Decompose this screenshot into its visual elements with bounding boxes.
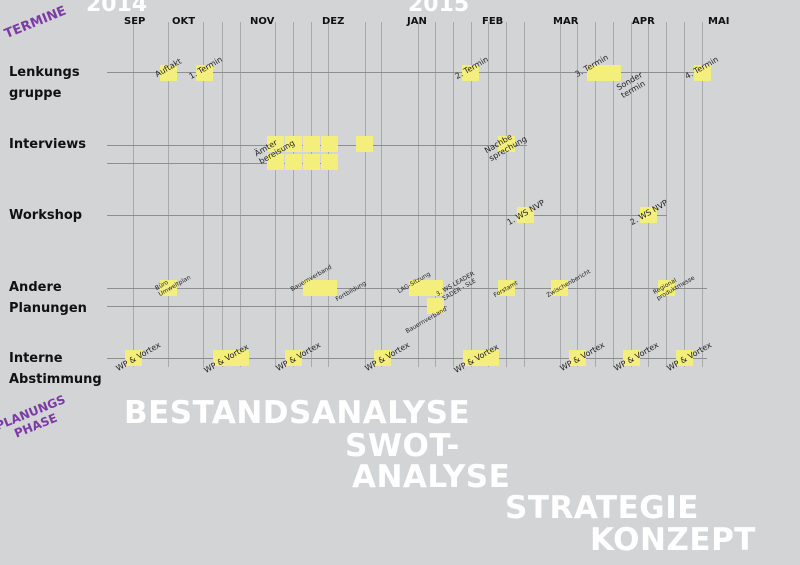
note (321, 136, 338, 152)
month-mar: MAR (553, 16, 579, 27)
gridline (648, 22, 649, 367)
gridline (684, 22, 685, 367)
note (303, 154, 320, 170)
gridline (203, 22, 204, 367)
note (623, 350, 640, 366)
gridline (168, 22, 169, 367)
gridline (577, 22, 578, 367)
phase-bestandsanalyse: BESTANDSANALYSE (124, 395, 471, 431)
gridline (293, 22, 294, 367)
note (463, 350, 499, 366)
note (196, 65, 213, 81)
month-sep: SEP (124, 16, 146, 27)
note (658, 280, 675, 296)
gridline (631, 22, 632, 367)
gridline (365, 22, 366, 367)
row-line (107, 358, 707, 359)
gridline (560, 22, 561, 367)
note (640, 207, 657, 223)
gridline (702, 22, 703, 367)
month-mai: MAI (708, 16, 730, 27)
note (160, 65, 177, 81)
note (356, 136, 373, 152)
month-nov: NOV (250, 16, 275, 27)
row-andere-planungen: Andere Planungen (9, 280, 87, 316)
row-line (107, 163, 337, 164)
month-feb: FEB (482, 16, 504, 27)
row-line (107, 306, 447, 307)
note (498, 136, 515, 152)
note (374, 350, 391, 366)
gridline (222, 22, 223, 367)
note (569, 350, 586, 366)
note (409, 280, 443, 296)
phase-konzept: KONZEPT (590, 522, 756, 558)
note-label: WP & Vortex (114, 340, 163, 373)
gridline (275, 22, 276, 367)
phase-swot: SWOT- (345, 428, 460, 464)
note-label: WP & Vortex (558, 340, 607, 373)
gridline (328, 22, 329, 367)
note-label: WP & Vortex (363, 340, 412, 373)
note (303, 280, 337, 296)
year-2014: 2014 (86, 0, 148, 17)
gridline (488, 22, 489, 367)
note (285, 136, 302, 152)
note (267, 136, 284, 152)
phase-analyse: ANALYSE (352, 459, 511, 495)
year-2015: 2015 (408, 0, 470, 17)
gridline (311, 22, 312, 367)
gridline (613, 22, 614, 367)
gridline (666, 22, 667, 367)
note (587, 65, 621, 81)
note (427, 298, 444, 314)
note (551, 280, 568, 296)
row-line (107, 215, 667, 216)
note (160, 280, 177, 296)
note (321, 154, 338, 170)
planungsphase-label: PLANUNGS PHASE (0, 392, 68, 441)
note (303, 136, 320, 152)
note-label: Fortbildung (334, 279, 368, 303)
month-okt: OKT (172, 16, 196, 27)
note-label: WP & Vortex (612, 340, 661, 373)
row-interviews: Interviews (9, 137, 87, 152)
gridline (453, 22, 454, 367)
note (694, 65, 711, 81)
month-apr: APR (632, 16, 655, 27)
note (285, 350, 302, 366)
gridline (133, 22, 134, 367)
phase-strategie: STRATEGIE (505, 490, 699, 526)
gridline (506, 22, 507, 367)
month-dez: DEZ (322, 16, 345, 27)
note (498, 280, 515, 296)
row-interne-abstimmung: Interne Abstimmung (9, 351, 102, 387)
month-jan: JAN (407, 16, 427, 27)
row-line (107, 72, 707, 73)
note (213, 350, 249, 366)
note-label: WP & Vortex (665, 340, 714, 373)
note (267, 154, 284, 170)
note (676, 350, 693, 366)
note (285, 154, 302, 170)
note (125, 350, 142, 366)
gridline (240, 22, 241, 367)
termine-label: TERMINE (2, 3, 69, 42)
note (462, 65, 479, 81)
row-workshop: Workshop (9, 208, 83, 223)
gridline (435, 22, 436, 367)
gridline (381, 22, 382, 367)
gridline (471, 22, 472, 367)
gridline (595, 22, 596, 367)
row-line (107, 288, 707, 289)
note-label: WP & Vortex (274, 340, 323, 373)
gridline (524, 22, 525, 367)
note (517, 207, 534, 223)
row-lenkungsgruppe: Lenkungs gruppe (9, 65, 80, 101)
note-label: Regional produktmesse (652, 274, 697, 302)
gridline (418, 22, 419, 367)
